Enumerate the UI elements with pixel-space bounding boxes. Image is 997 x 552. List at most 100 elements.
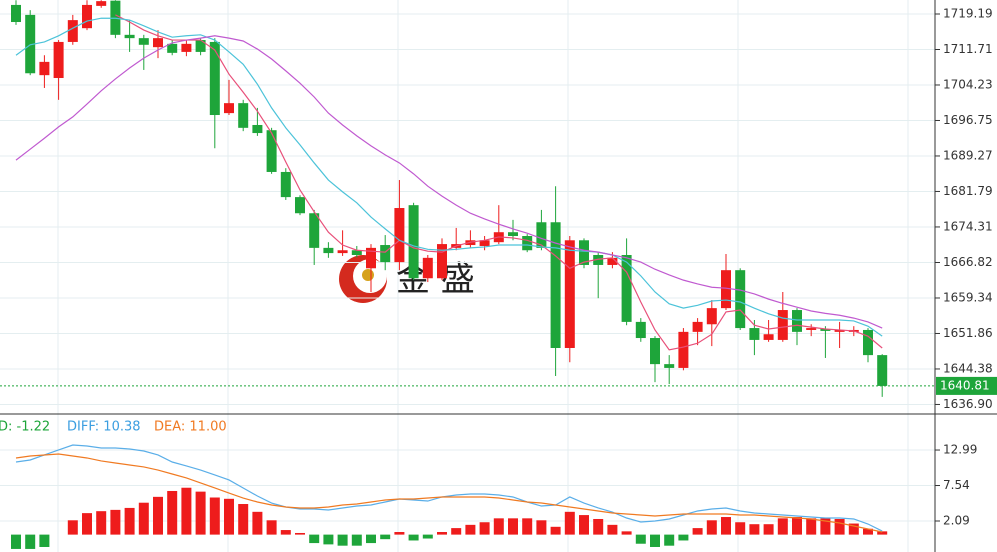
indicator-line (115, 14, 883, 351)
histogram-bar (834, 518, 845, 535)
watermark-text: 金 盛 (396, 260, 475, 300)
candle-body (706, 308, 717, 325)
y-tick-label: 1689.27 (943, 148, 993, 162)
y-tick-label: 1644.38 (943, 361, 993, 375)
candle-body (25, 14, 36, 74)
histogram-bar (522, 518, 533, 535)
candle-body (721, 270, 731, 309)
histogram-bar (820, 518, 831, 535)
histogram-bar (25, 534, 36, 549)
histogram-bar (11, 534, 21, 549)
y-tick-label: 1636.90 (943, 397, 993, 411)
histogram-bar (877, 531, 888, 535)
legend-entry: D: -1.22 (0, 420, 50, 435)
candle-body (763, 334, 774, 340)
candle-body (295, 197, 305, 214)
histogram-bar (508, 518, 518, 535)
histogram-bar (735, 522, 746, 535)
candle-body (82, 4, 92, 29)
legend-entry: DIFF: 10.38 (67, 420, 141, 435)
candle-body (181, 43, 192, 52)
last-price-label: 1640.81 (940, 378, 990, 392)
candle-body (337, 250, 348, 254)
candle-body (621, 254, 632, 322)
candle-body (408, 205, 419, 279)
histogram-bar (124, 507, 135, 535)
candle-body (593, 254, 604, 265)
candle-body (238, 103, 249, 128)
histogram-bar (195, 491, 206, 535)
y-tick-label: 1674.31 (943, 219, 993, 233)
candle-body (11, 4, 21, 23)
candle-body (39, 61, 50, 76)
histogram-bar (465, 524, 476, 535)
candle-body (195, 40, 206, 52)
candle-body (806, 328, 817, 330)
histogram-bar (792, 517, 802, 535)
histogram-bar (309, 534, 320, 544)
histogram-bar (238, 504, 249, 535)
candle-body (650, 338, 660, 365)
y-tick-label: 1711.71 (943, 42, 993, 56)
histogram-bar (96, 511, 107, 535)
histogram-bar (607, 524, 618, 535)
candle-body (96, 1, 107, 6)
histogram-bar (692, 528, 703, 535)
histogram-bar (295, 532, 305, 535)
histogram-bar (678, 534, 689, 541)
histogram-bar (721, 517, 731, 535)
candle-body (536, 222, 547, 248)
histogram-bar (863, 528, 873, 535)
histogram-bar (564, 511, 575, 535)
histogram-bar (67, 520, 78, 535)
candle-body (664, 364, 675, 368)
y-tick-label: 12.99 (943, 443, 977, 457)
candle-body (366, 247, 376, 269)
candle-body (820, 329, 831, 331)
histogram-bar (422, 534, 433, 539)
candle-body (224, 103, 234, 114)
y-tick-label: 7.54 (943, 478, 970, 492)
histogram-bar (650, 534, 660, 547)
candle-body (138, 38, 149, 45)
histogram-bar (493, 518, 504, 535)
y-tick-label: 1681.79 (943, 184, 993, 198)
candle-body (863, 329, 873, 356)
histogram-bar (138, 502, 149, 535)
histogram-bar (351, 534, 362, 546)
candle-body (124, 34, 135, 39)
histogram-bar (621, 531, 632, 535)
histogram-bar (635, 534, 646, 544)
candle-body (351, 250, 362, 255)
histogram-bar (806, 518, 817, 535)
histogram-bar (252, 511, 263, 535)
histogram-bar (224, 498, 234, 535)
candle-body (323, 247, 334, 254)
histogram-bar (209, 497, 220, 535)
candle-body (508, 232, 518, 237)
histogram-bar (280, 530, 291, 535)
indicator-line (15, 35, 883, 329)
y-tick-label: 1651.86 (943, 326, 993, 340)
histogram-bar (337, 534, 348, 546)
indicator-line (15, 453, 883, 533)
histogram-bar (82, 513, 92, 535)
y-tick-label: 1719.19 (943, 6, 993, 20)
candle-body (607, 257, 618, 265)
y-tick-label: 1659.34 (943, 290, 993, 304)
indicator-line (15, 17, 883, 337)
histogram-bar (323, 534, 334, 545)
candle-body (280, 171, 291, 198)
candle-body (422, 257, 433, 279)
histogram-bar (763, 524, 774, 535)
histogram-bar (550, 526, 561, 535)
histogram-bar (39, 534, 50, 547)
candle-body (394, 208, 405, 263)
candle-body (635, 321, 646, 339)
histogram-bar (153, 496, 163, 535)
candle-body (479, 240, 490, 246)
candle-body (53, 41, 64, 79)
candle-body (437, 244, 447, 279)
